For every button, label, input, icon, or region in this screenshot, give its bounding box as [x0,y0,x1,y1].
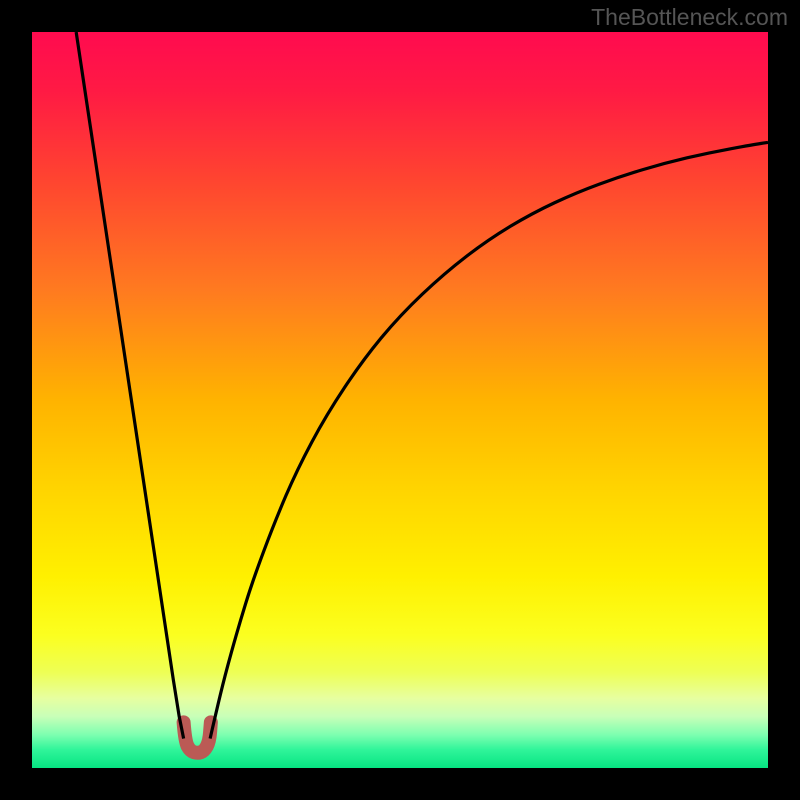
valley-marker [184,722,211,752]
chart-container: TheBottleneck.com [0,0,800,800]
curve-right [210,142,768,738]
watermark-text: TheBottleneck.com [591,4,788,31]
curves-layer [32,32,768,768]
curve-left [76,32,183,739]
plot-area [32,32,768,768]
